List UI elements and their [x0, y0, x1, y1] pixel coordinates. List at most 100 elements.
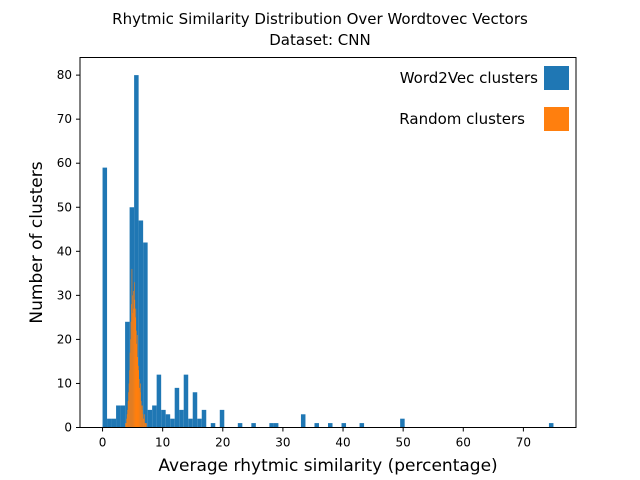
bar-word2vec [269, 423, 274, 428]
bar-word2vec [197, 418, 202, 428]
bar-word2vec [210, 423, 216, 428]
bar-word2vec [143, 242, 148, 428]
plot-frame [79, 57, 577, 428]
bar-random [131, 304, 132, 428]
bar-word2vec [174, 387, 180, 428]
x-axis-label: Average rhytmic similarity (percentage) [158, 456, 497, 476]
bar-word2vec [134, 75, 139, 428]
bar-word2vec [192, 392, 198, 428]
bar-random [146, 423, 147, 428]
bar-random [127, 401, 129, 428]
bar-random [139, 387, 140, 428]
bar-word2vec [341, 423, 347, 428]
bar-word2vec [328, 423, 333, 428]
legend: Word2Vec clusters Random clusters [399, 66, 569, 131]
bar-random [141, 409, 143, 428]
bar-word2vec [116, 405, 121, 428]
bar-random [140, 401, 142, 428]
bar-random [144, 414, 145, 428]
bar-word2vec [251, 423, 256, 428]
legend-label-random: Random clusters [399, 110, 525, 128]
y-tick-label: 80 [57, 68, 72, 82]
bar-random [135, 308, 137, 428]
bar-random [143, 418, 145, 428]
chart-title-line2: Dataset: CNN [269, 31, 370, 49]
bar-random [129, 352, 131, 428]
bar-word2vec [107, 418, 112, 428]
bar-random [128, 383, 130, 428]
x-tick-label: 60 [456, 436, 471, 450]
bar-word2vec [120, 405, 126, 428]
bar-word2vec [400, 418, 405, 428]
bar-random [143, 418, 144, 428]
bar-random [129, 370, 130, 428]
bar-random [126, 418, 127, 428]
bar-random [125, 423, 126, 428]
x-tick-label: 10 [155, 436, 170, 450]
x-tick-label: 30 [275, 436, 290, 450]
bar-word2vec [102, 167, 108, 428]
bar-random [135, 330, 137, 428]
bar-random [132, 295, 133, 428]
bar-random [130, 339, 131, 428]
bar-random [145, 423, 147, 428]
y-tick-label: 40 [57, 244, 72, 258]
bar-word2vec [237, 423, 243, 428]
bar-random [133, 290, 134, 428]
bar-random [141, 405, 142, 428]
bar-random [135, 317, 136, 428]
bar-word2vec [183, 374, 189, 428]
bar-word2vec [156, 374, 162, 428]
y-tick-label: 10 [57, 376, 72, 390]
bar-random [138, 365, 139, 428]
bar-random [132, 312, 134, 428]
legend-swatch-word2vec [544, 66, 569, 90]
bar-word2vec [165, 414, 171, 428]
y-axis-label: Number of clusters [27, 161, 47, 323]
bars-layer [102, 75, 554, 428]
chart-title-line1: Rhytmic Similarity Distribution Over Wor… [112, 10, 528, 28]
y-axis: 0 10 20 30 40 50 60 70 80 [57, 68, 80, 435]
bar-word2vec [300, 414, 306, 428]
bar-word2vec [161, 409, 166, 428]
bar-word2vec [201, 409, 207, 428]
bar-word2vec [138, 220, 144, 428]
y-tick-label: 30 [57, 288, 72, 302]
x-tick-label: 50 [396, 436, 411, 450]
bar-random [144, 423, 146, 428]
legend-label-word2vec: Word2Vec clusters [400, 69, 538, 87]
bar-random [131, 268, 133, 428]
y-tick-label: 70 [57, 112, 72, 126]
x-axis: 0 10 20 30 40 50 60 70 [99, 427, 531, 450]
bar-word2vec [188, 418, 193, 428]
bar-random [128, 392, 129, 428]
legend-swatch-random [544, 107, 569, 131]
bar-random [130, 321, 132, 428]
bar-word2vec [170, 418, 175, 428]
bar-random [136, 335, 138, 428]
y-tick-label: 60 [57, 156, 72, 170]
x-tick-label: 0 [99, 436, 107, 450]
bar-random [125, 423, 127, 428]
x-tick-label: 70 [516, 436, 531, 450]
bar-random [145, 423, 146, 428]
y-tick-label: 20 [57, 332, 72, 346]
bar-random [139, 392, 141, 428]
y-tick-label: 0 [64, 421, 72, 435]
bar-word2vec [111, 418, 117, 428]
bar-word2vec [273, 423, 279, 428]
bar-random [142, 414, 144, 428]
bar-random [137, 370, 139, 428]
bar-random [127, 409, 128, 428]
bar-word2vec [152, 405, 157, 428]
bar-random [138, 379, 140, 428]
bar-random [134, 282, 135, 428]
bar-word2vec [548, 423, 554, 428]
bar-random [136, 343, 138, 428]
bar-random [133, 308, 135, 428]
bar-word2vec [314, 423, 319, 428]
x-tick-label: 40 [335, 436, 350, 450]
bar-random [126, 414, 128, 428]
bar-word2vec [359, 423, 365, 428]
